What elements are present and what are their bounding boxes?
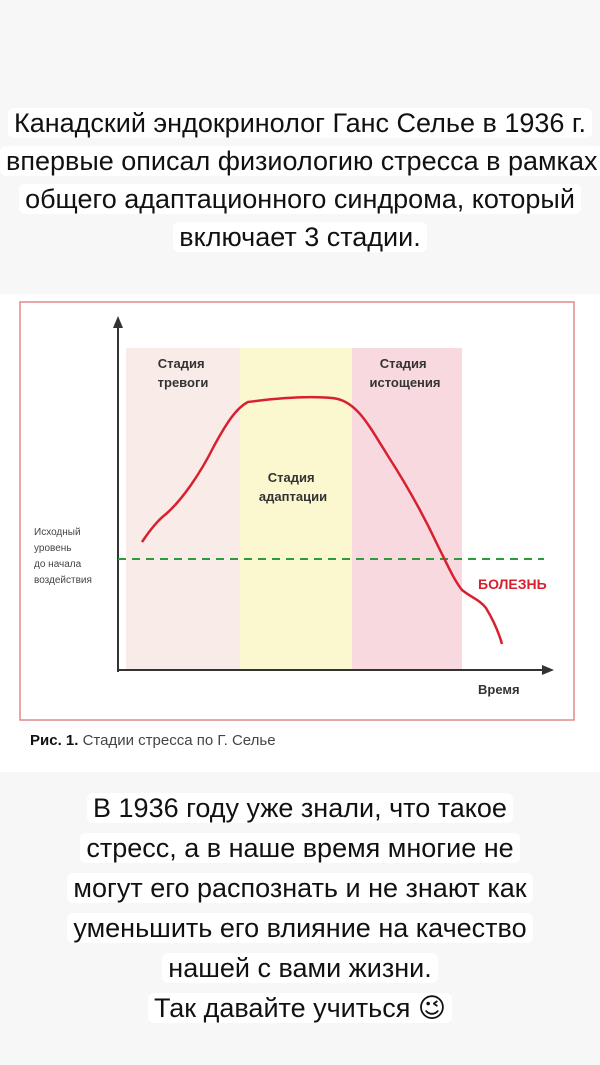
outro-line-1: В 1936 году уже знали, что такое [87,793,513,823]
label-disease: БОЛЕЗНЬ [478,576,547,592]
label-time: Время [478,682,520,697]
y-axis-arrow [113,316,123,328]
stress-stages-figure: Стадия тревоги Стадия адаптации Стадия и… [0,294,600,772]
outro-line-2: стресс, а в наше время многие не [80,833,520,863]
label-alarm-stage: Стадия тревоги [158,356,209,390]
outro-line-3: могут его распознать и не знают как [67,873,533,903]
x-axis-arrow [542,665,554,675]
zone-alarm [126,348,240,670]
figure-frame [19,301,575,721]
stress-diagram: Стадия тревоги Стадия адаптации Стадия и… [19,301,575,721]
figure-caption-number: Рис. 1. [30,732,79,749]
intro-caption: Канадский эндокринолог Ганс Селье в 1936… [0,104,600,256]
label-baseline: Исходный уровень до начала воздействия [34,527,92,586]
outro-caption: В 1936 году уже знали, что такое стресс,… [0,788,600,1028]
outro-line-5: нашей с вами жизни. [162,953,438,983]
label-adaptation-stage: Стадия адаптации [259,470,327,504]
figure-caption-text: Стадии стресса по Г. Селье [82,732,276,749]
outro-line-6: Так давайте учиться 😉 [148,993,452,1023]
stress-curve [140,395,504,645]
label-exhaustion-stage: Стадия истощения [370,356,441,390]
figure-caption: Рис. 1. Стадии стресса по Г. Селье [30,732,276,749]
intro-text: Канадский эндокринолог Ганс Селье в 1936… [0,108,600,252]
outro-line-4: уменьшить его влияние на качество [67,913,533,943]
zone-exhaustion [352,348,462,670]
